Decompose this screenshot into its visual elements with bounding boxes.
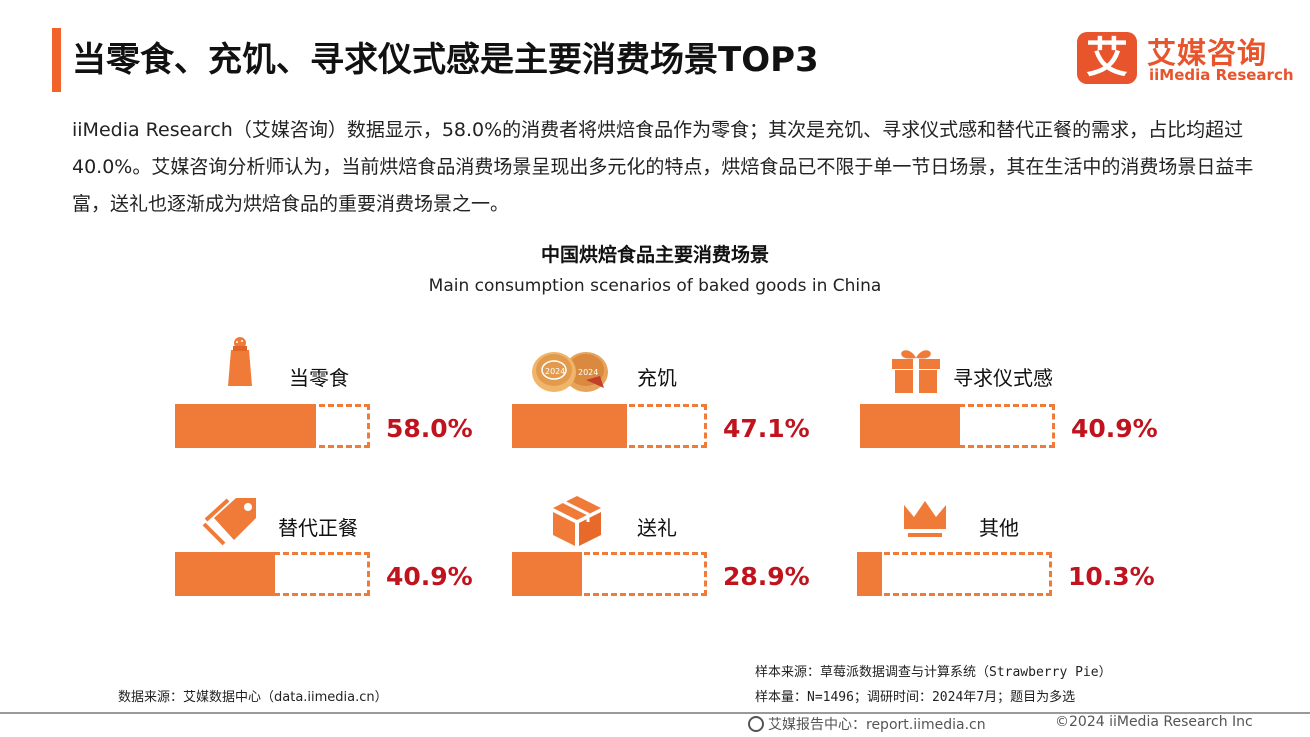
chart-subtitle: Main consumption scenarios of baked good… [428,276,882,296]
bar [175,552,275,596]
mooncake-icon: 2024 2024 [530,348,610,400]
footer-divider [0,712,1310,714]
bar-outline [857,552,1052,596]
value-label: 47.1% [723,414,810,443]
chart-item: 当零食 58.0% [175,336,515,448]
svg-text:2024: 2024 [578,368,598,377]
value-label: 10.3% [1068,562,1155,591]
page-title: 当零食、充饥、寻求仪式感是主要消费场景TOP3 [72,40,819,80]
chart-item: 2024 2024 充饥 47.1% [512,336,852,448]
sample-source: 样本来源：草莓派数据调查与计算系统（Strawberry Pie） [755,665,1112,680]
bar [175,404,316,448]
package-box-icon [550,494,604,552]
report-center-link[interactable]: 艾媒报告中心：report.iimedia.cn [748,714,986,734]
logo-mark: 艾 [1077,32,1137,84]
category-label: 送礼 [637,516,677,540]
bar [857,552,882,596]
category-label: 其他 [979,516,1019,540]
report-center-text: 艾媒报告中心：report.iimedia.cn [768,717,986,733]
chart-item: 寻求仪式感 40.9% [860,336,1200,448]
brand-logo: 艾 艾媒咨询 iiMedia Research [1077,30,1294,86]
sample-size: 样本量：N=1496；调研时间：2024年7月；题目为多选 [755,690,1076,705]
gift-box-icon [890,346,942,398]
value-label: 40.9% [1071,414,1158,443]
copyright: ©2024 iiMedia Research Inc [1055,714,1253,730]
title-accent-bar [52,28,61,92]
value-label: 28.9% [723,562,810,591]
category-label: 充饥 [637,366,677,390]
value-label: 58.0% [386,414,473,443]
chart-item: 其他 10.3% [857,484,1197,596]
category-label: 当零食 [289,366,349,390]
price-tag-icon [200,496,260,550]
value-label: 40.9% [386,562,473,591]
bar [512,552,582,596]
salt-shaker-icon [225,336,255,392]
logo-en-text: iiMedia Research [1149,66,1294,84]
crown-icon [902,499,948,543]
sample-info: 样本来源：草莓派数据调查与计算系统（Strawberry Pie） 样本量：N=… [755,660,1112,710]
logo-cn-text: 艾媒咨询 [1147,36,1268,70]
category-label: 寻求仪式感 [953,366,1053,390]
chart-item: 送礼 28.9% [512,484,852,596]
category-label: 替代正餐 [278,516,358,540]
intro-paragraph: iiMedia Research（艾媒咨询）数据显示，58.0%的消费者将烘焙食… [72,119,1254,215]
chart-title: 中国烘焙食品主要消费场景 [540,244,769,266]
bar [512,404,627,448]
globe-icon [748,716,764,732]
svg-text:2024: 2024 [545,367,565,376]
data-source: 数据来源：艾媒数据中心（data.iimedia.cn） [118,690,388,705]
bar [860,404,960,448]
chart-item: 替代正餐 40.9% [175,484,515,596]
